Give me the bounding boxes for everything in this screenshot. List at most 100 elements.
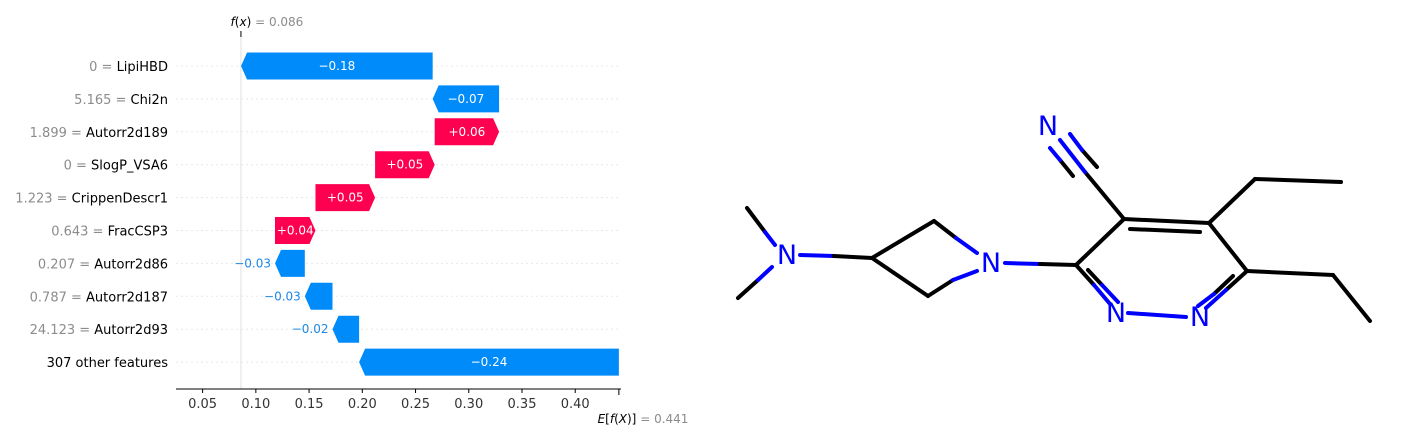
bond [736,278,760,300]
bond [1048,146,1062,162]
bond [951,269,979,282]
fx-value: 0.086 [269,15,303,29]
feature-label: 5.165 = Chi2n [74,93,168,108]
feature-name: Autorr2d189 [86,126,168,141]
bond [1068,132,1084,152]
bond [1092,283,1112,306]
bond [1128,227,1202,234]
bond [932,219,958,240]
bond [1207,177,1257,225]
bond [1204,288,1228,310]
feature-name: LipiHBD [117,60,168,75]
base-value-label: E[f(X)] = 0.441 [598,412,689,426]
shap-bar [275,217,316,244]
bond [763,230,777,247]
fx-paren: ( [235,15,240,29]
feature-label: 0.787 = Autorr2d187 [30,290,168,305]
molecule-bonds [736,132,1372,323]
x-tick-label: 0.05 [188,397,217,412]
feature-value: 1.223 = [15,192,71,207]
fx-annotation: f(x) = 0.086 [231,15,304,29]
feature-label: 0 = LipiHBD [89,60,168,75]
shap-bar-label: +0.05 [327,191,364,205]
bond [1122,217,1211,225]
shap-bar-label: −0.24 [471,355,508,369]
shap-bar [304,282,333,310]
bond [1080,148,1099,169]
x-tick-label: 0.40 [561,397,590,412]
bond [1086,268,1104,287]
atom-nitrogen-pyridazine-2: N [1190,302,1210,333]
bond [1207,221,1249,273]
fx-x: x [238,15,247,29]
feature-label: 1.899 = Autorr2d189 [30,126,168,141]
feature-label: 1.223 = CrippenDescr1 [15,192,168,207]
bond [1003,261,1042,266]
bond [1224,269,1249,292]
shap-bar-label: +0.06 [449,125,486,139]
shap-bar-label: −0.18 [318,59,355,73]
atom-nitrogen-nitrile: N [1038,111,1058,142]
shap-bar [275,249,305,277]
atom-nitrogen-pyridazine-1: N [1106,298,1126,329]
feature-name: Chi2n [131,93,168,108]
bond [1038,262,1078,267]
shap-bars: −0.18 −0.07 +0.06 +0.05 +0.05 +0.04 −0.03 −0.03… [234,52,619,376]
shap-bar [315,184,376,212]
bond [1253,177,1343,184]
bond [1331,273,1372,323]
bond [745,206,767,234]
shap-waterfall-chart: f(x) = 0.086 0 = LipiHBD 5.165 = Chi2n 1.8… [15,15,689,426]
molecule-structure: N N N N N [736,111,1372,333]
x-tick-label: 0.20 [348,397,377,412]
feature-value: 0 = [64,159,91,174]
feature-labels: 0 = LipiHBD 5.165 = Chi2n 1.899 = Autorr2d… [15,60,168,371]
shap-bar [432,85,500,113]
feature-label: 0.207 = Autorr2d86 [38,257,168,272]
shap-bar [359,348,619,376]
fx-label: f(x) = 0.086 [231,15,304,29]
shap-bar-label: −0.02 [292,322,329,336]
bond [1126,311,1188,319]
feature-value: 0.207 = [38,257,94,272]
feature-name: SlogP_VSA6 [91,159,168,174]
feature-name: Autorr2d187 [86,290,168,305]
feature-label: 24.123 = Autorr2d93 [30,323,168,338]
feature-value: 24.123 = [30,323,95,338]
fx-symbol: f [231,15,237,29]
x-tick-label: 0.35 [508,397,537,412]
feature-name: FracCSP3 [108,225,168,240]
feature-label: 0 = SlogP_VSA6 [64,159,168,174]
bond [954,236,979,255]
feature-value: 0 = [89,60,116,75]
bond [1074,217,1126,267]
feature-value: 1.899 = [30,126,86,141]
shap-bar-label: −0.03 [234,256,271,270]
molecule-atoms: N N N N N [777,111,1210,333]
feature-value: 0.643 = [51,225,107,240]
feature-label: 307 other features [47,356,169,371]
feature-name: Autorr2d86 [94,257,168,272]
bond [1058,138,1087,174]
bond [1074,263,1096,287]
feature-name: Autorr2d93 [94,323,168,338]
shap-bar-label: +0.04 [277,224,314,238]
feature-name: CrippenDescr1 [72,192,168,207]
shap-bar-label: −0.07 [447,92,484,106]
bond [1245,269,1335,277]
shap-bar-label: +0.05 [386,158,423,172]
bond [926,278,955,298]
bond [1083,170,1126,221]
bond [870,256,930,298]
shap-bar-label: −0.03 [264,289,301,303]
x-tick-label: 0.15 [295,397,324,412]
atom-nitrogen-azetidine: N [981,248,1001,279]
shap-bar [375,151,435,179]
x-tick-label: 0.30 [454,397,483,412]
base-value: 0.441 [654,412,688,426]
feature-label: 0.643 = FracCSP3 [51,225,168,240]
bond [1058,158,1075,178]
bond [832,254,874,260]
shap-bar [332,315,360,343]
feature-value: 0.787 = [30,290,86,305]
